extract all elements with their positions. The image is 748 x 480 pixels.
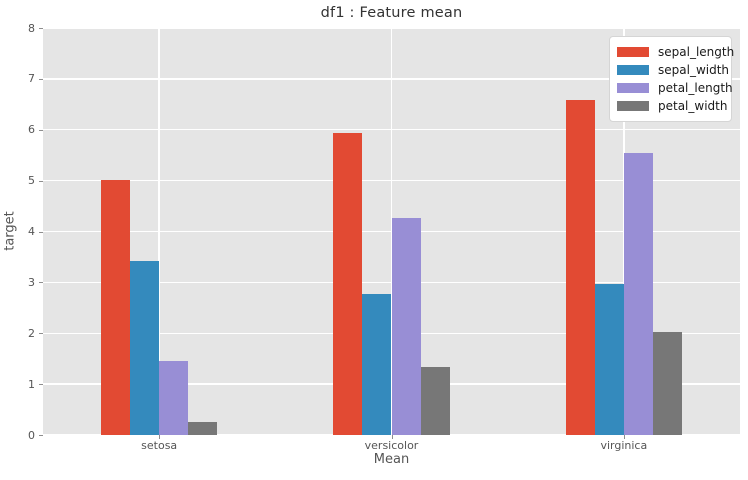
bar-petal_width-versicolor (420, 367, 450, 435)
y-tick-mark (39, 435, 43, 436)
bar-petal_length-versicolor (391, 218, 421, 435)
bar-sepal_width-virginica (594, 283, 624, 435)
bar-sepal_length-setosa (101, 180, 131, 435)
bar-sepal_width-setosa (130, 260, 160, 435)
x-tick-label-versicolor: versicolor (364, 439, 419, 452)
y-tick-mark (39, 231, 43, 233)
x-tick-label-setosa: setosa (141, 439, 178, 452)
y-tick-mark (39, 78, 43, 80)
y-tick-label: 4 (28, 225, 35, 238)
legend-swatch-sepal_length (617, 47, 649, 57)
y-tick-label: 1 (28, 377, 35, 391)
y-tick-label: 8 (28, 21, 35, 35)
legend-swatch-petal_width (617, 101, 649, 111)
legend-item-petal_width: petal_width (610, 97, 731, 115)
legend-item-sepal_width: sepal_width (610, 61, 731, 79)
chart-title: df1 : Feature mean (320, 5, 463, 21)
legend-label: petal_length (658, 81, 733, 95)
y-tick-label: 7 (28, 72, 35, 86)
x-tick-label-virginica: virginica (600, 439, 648, 452)
legend-swatch-sepal_width (617, 65, 649, 75)
y-tick-mark (39, 28, 43, 29)
legend-item-petal_length: petal_length (610, 79, 733, 97)
y-tick-label: 5 (28, 174, 35, 188)
y-tick-label: 6 (28, 123, 35, 137)
gridline-x-versicolor (390, 28, 393, 435)
bar-sepal_length-virginica (565, 99, 595, 435)
legend-label: sepal_width (658, 63, 730, 77)
bar-petal_width-setosa (188, 422, 218, 435)
x-tick-mark (159, 435, 161, 439)
y-tick-mark (39, 282, 43, 284)
y-tick-mark (39, 384, 43, 386)
y-tick-label: 3 (28, 275, 35, 289)
bar-sepal_length-versicolor (333, 132, 363, 435)
y-tick-mark (39, 333, 43, 335)
y-tick-label: 2 (28, 326, 35, 340)
legend-label: petal_width (658, 99, 728, 113)
legend-swatch-petal_length (617, 83, 649, 93)
y-tick-mark (39, 180, 43, 182)
gridline-x-virginica (623, 28, 625, 435)
x-tick-mark (391, 435, 393, 439)
legend-item-sepal_length: sepal_length (610, 43, 735, 61)
bar-petal_width-virginica (652, 331, 682, 435)
bar-sepal_width-versicolor (362, 294, 392, 435)
gridline-x-setosa (158, 28, 160, 435)
bar-petal_length-setosa (159, 360, 189, 435)
bar-petal_length-virginica (623, 152, 653, 435)
x-tick-mark (623, 435, 625, 439)
x-axis-label: Mean (373, 452, 410, 467)
y-tick-mark (39, 129, 43, 131)
y-tick-label: 0 (28, 428, 35, 442)
legend-label: sepal_length (658, 45, 735, 59)
